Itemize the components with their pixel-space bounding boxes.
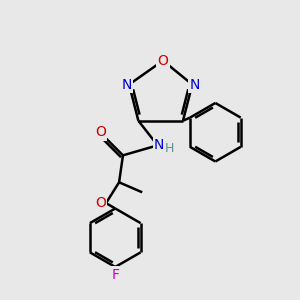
Text: O: O <box>158 54 168 68</box>
Text: N: N <box>154 138 164 152</box>
Text: O: O <box>95 196 106 210</box>
Text: O: O <box>95 125 106 139</box>
Text: F: F <box>111 268 119 282</box>
Text: N: N <box>189 77 200 92</box>
Text: H: H <box>165 142 175 155</box>
Text: N: N <box>122 77 132 92</box>
